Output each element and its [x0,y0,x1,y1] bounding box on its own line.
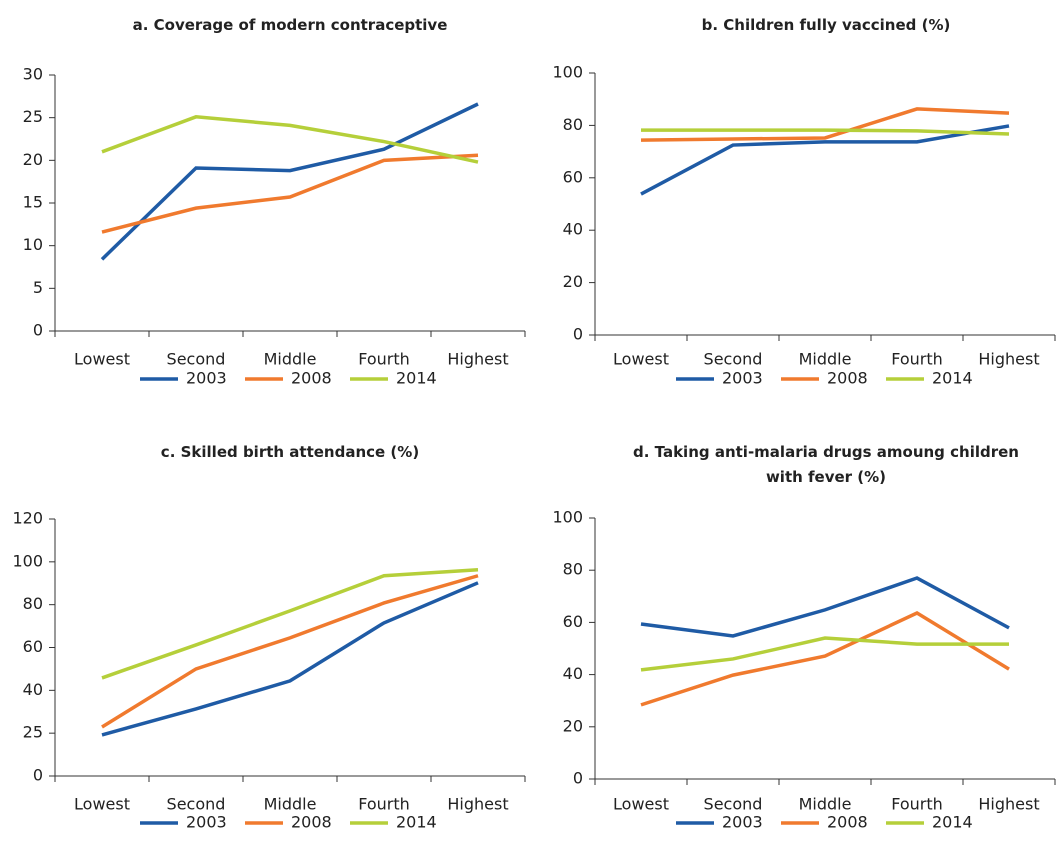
y-tick-label: 40 [563,664,583,683]
x-tick-label: Lowest [74,795,130,814]
series-line [640,107,1010,142]
x-tick-label: Middle [799,795,852,814]
y-tick-label: 100 [552,63,583,82]
series-line [101,153,479,234]
x-tick-label: Second [704,795,763,814]
chart-title: d. Taking anti-malaria drugs amoung chil… [633,443,1019,486]
y-tick-label: 20 [23,150,43,169]
x-tick-label: Highest [447,795,508,814]
y-tick-label: 60 [563,167,583,186]
y-tick-label: 10 [23,235,43,254]
legend-label: 2014 [396,369,437,388]
series-line [101,574,479,729]
legend-label: 2008 [291,369,332,388]
x-tick-label: Middle [264,350,317,369]
y-tick-label: 60 [23,637,43,656]
y-tick-label: 15 [23,193,43,212]
x-tick-label: Middle [799,350,852,369]
x-tick-label: Middle [264,795,317,814]
y-tick-label: 120 [12,509,43,528]
y-tick-label: 80 [23,594,43,613]
y-tick-label: 20 [563,716,583,735]
legend-label: 2008 [827,369,868,388]
series-line [640,611,1010,707]
y-tick-label: 40 [23,680,43,699]
y-tick-label: 25 [23,107,43,126]
series-line [101,115,479,164]
y-tick-label: 40 [563,220,583,239]
series-line [640,576,1010,638]
chart-title: a. Coverage of modern contraceptive [132,16,448,34]
chart-title: b. Children fully vaccined (%) [701,16,951,34]
series-line [101,581,479,737]
x-tick-label: Fourth [358,350,410,369]
legend-label: 2003 [722,369,763,388]
legend-label: 2014 [932,813,973,832]
y-tick-label: 25 [23,723,43,742]
x-tick-label: Fourth [358,795,410,814]
x-tick-label: Highest [447,350,508,369]
x-tick-label: Highest [978,795,1039,814]
y-tick-label: 5 [33,278,43,297]
y-tick-label: 100 [552,508,583,527]
y-tick-label: 80 [563,115,583,134]
x-tick-label: Fourth [891,795,943,814]
series-line [100,102,479,261]
y-tick-label: 0 [33,766,43,785]
legend-label: 2003 [186,813,227,832]
series-line [101,568,479,680]
y-tick-label: 20 [563,272,583,291]
x-tick-label: Fourth [891,350,943,369]
legend-label: 2003 [722,813,763,832]
x-tick-label: Lowest [613,795,669,814]
x-tick-label: Second [167,795,226,814]
x-tick-label: Second [704,350,763,369]
series-line [640,636,1009,672]
series-line [641,128,1010,136]
y-tick-label: 80 [563,560,583,579]
chart-title: c. Skilled birth attendance (%) [160,443,420,461]
legend-label: 2003 [186,369,227,388]
legend-label: 2014 [932,369,973,388]
y-tick-label: 60 [563,612,583,631]
x-tick-label: Lowest [613,350,669,369]
series-line [640,124,1010,196]
legend-label: 2008 [827,813,868,832]
y-tick-label: 0 [573,325,583,344]
legend-label: 2008 [291,813,332,832]
x-tick-label: Lowest [74,350,130,369]
y-tick-label: 0 [573,769,583,788]
legend-label: 2014 [396,813,437,832]
y-tick-label: 100 [12,551,43,570]
x-tick-label: Highest [978,350,1039,369]
y-tick-label: 0 [33,321,43,340]
x-tick-label: Second [167,350,226,369]
y-tick-label: 30 [23,65,43,84]
